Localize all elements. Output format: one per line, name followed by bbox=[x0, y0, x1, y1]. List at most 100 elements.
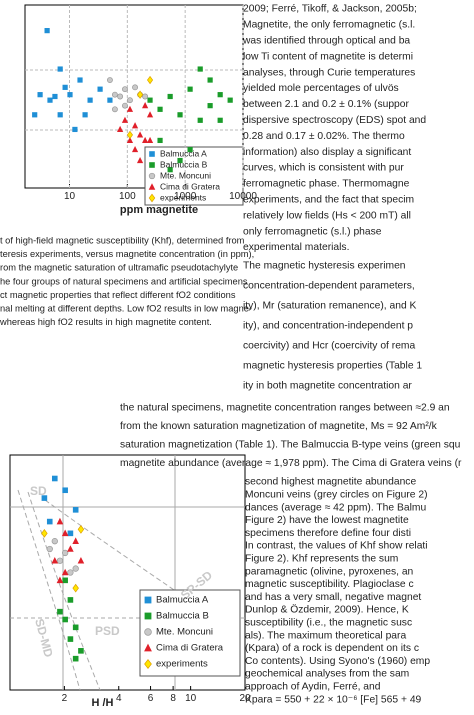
text-line: ity), and concentration-independent p bbox=[243, 321, 413, 332]
point bbox=[157, 106, 163, 112]
content: 2009; Ferré, Tikoff, & Jackson, 2005b; Ma… bbox=[0, 4, 462, 709]
point bbox=[56, 517, 64, 525]
text-line: saturation magnetization (Table 1). The … bbox=[120, 440, 461, 451]
point bbox=[72, 126, 78, 133]
legend-marker bbox=[144, 596, 152, 604]
point bbox=[57, 608, 63, 615]
point bbox=[51, 538, 58, 545]
text-line: only ferromagnetic (s.l.) phase bbox=[243, 226, 382, 237]
x-tick-label: 100 bbox=[119, 191, 136, 202]
point bbox=[177, 112, 183, 118]
point bbox=[77, 556, 85, 564]
point bbox=[37, 92, 43, 98]
point bbox=[136, 156, 144, 164]
text-line: whereas high fO2 results in high magneti… bbox=[0, 317, 212, 327]
text-line: Figure 2) have the lowest magnetite bbox=[245, 515, 409, 526]
text-line: dances (average ≈ 42 ppm). The Balmu bbox=[245, 502, 426, 513]
point bbox=[67, 569, 74, 576]
point bbox=[111, 91, 118, 98]
text-line: the natural specimens, magnetite concent… bbox=[120, 403, 450, 414]
point bbox=[142, 93, 149, 100]
text-line: The magnetic hysteresis experimen bbox=[243, 261, 406, 272]
text-line: nal melting at different depths. Low fO2… bbox=[0, 303, 252, 313]
point bbox=[62, 549, 69, 557]
point bbox=[41, 495, 48, 501]
region-label: PSD bbox=[95, 624, 120, 638]
point bbox=[107, 97, 113, 103]
point bbox=[67, 92, 73, 98]
point bbox=[72, 537, 79, 544]
point bbox=[62, 487, 68, 494]
point bbox=[117, 93, 124, 100]
text-line: Moncuni veins (grey circles on Figure 2) bbox=[245, 490, 428, 501]
text-line: susceptibility (i.e., the magnetic susc bbox=[245, 618, 412, 629]
point bbox=[67, 530, 74, 537]
text-line: als). The maximum theoretical para bbox=[245, 630, 406, 641]
x-tick-label: 6 bbox=[148, 693, 154, 704]
text-line: (Kpara) of a rock is dependent on its c bbox=[245, 643, 419, 654]
point bbox=[77, 525, 85, 534]
point bbox=[82, 112, 88, 118]
legend-marker bbox=[144, 628, 152, 636]
legend-marker bbox=[149, 151, 155, 157]
point bbox=[157, 137, 163, 144]
text-line: t of high-field magnetic susceptibility … bbox=[0, 235, 245, 245]
region-label: SD bbox=[30, 484, 47, 498]
text-line: ct magnetic properties that reflect diff… bbox=[0, 290, 236, 300]
mixing-curve bbox=[17, 489, 81, 691]
region-label: SD-MD bbox=[32, 617, 56, 659]
legend-marker bbox=[148, 193, 156, 203]
point bbox=[72, 507, 79, 513]
x-tick-label: 4 bbox=[116, 693, 122, 704]
text-line: teresis experiments, versus magnetite co… bbox=[0, 249, 254, 259]
point bbox=[121, 116, 129, 123]
text-line: Figure 2). Khf represents the sum bbox=[245, 554, 398, 565]
point bbox=[142, 102, 149, 109]
point bbox=[187, 86, 193, 92]
point bbox=[51, 475, 58, 482]
point bbox=[56, 557, 64, 564]
point bbox=[61, 568, 69, 576]
text-line: and has a very small, negative magnet bbox=[245, 592, 421, 603]
point bbox=[146, 111, 154, 118]
plot-frame bbox=[9, 454, 246, 691]
point bbox=[136, 131, 144, 138]
mixing-curve bbox=[44, 499, 226, 626]
text-line: relatively low fields (Hs < 200 mT) all bbox=[243, 210, 411, 221]
point bbox=[57, 112, 63, 118]
point bbox=[146, 136, 154, 144]
legend-label: Cima di Gratera bbox=[156, 643, 224, 654]
text-line: Kpara = 550 + 22 × 10⁻⁶ [Fe] 565 + 49 bbox=[245, 694, 422, 705]
text-line: Dunlop & Özdemir, 2009). Hence, K bbox=[245, 604, 409, 616]
text-line: 0.28 and 0.17 ± 0.02%. The thermo bbox=[243, 131, 405, 142]
point bbox=[117, 125, 124, 133]
point bbox=[187, 146, 193, 153]
point bbox=[167, 167, 173, 173]
point bbox=[207, 77, 213, 83]
point bbox=[227, 97, 233, 103]
point bbox=[62, 84, 68, 90]
legend-label: experiments bbox=[160, 192, 206, 202]
point bbox=[131, 122, 139, 129]
point bbox=[97, 86, 103, 92]
text-line: specimens therefore define four disti bbox=[245, 528, 411, 539]
mixing-curve bbox=[27, 491, 101, 691]
legend-marker bbox=[148, 183, 156, 190]
point bbox=[111, 106, 118, 113]
legend-label: Mte. Moncuni bbox=[160, 170, 211, 180]
legend-box bbox=[139, 589, 241, 677]
text-line: magnetite abundance (average ≈ 1,978 ppm… bbox=[120, 458, 462, 469]
legend-label: Balmuccia B bbox=[156, 611, 209, 622]
point bbox=[67, 545, 74, 552]
legend-box bbox=[144, 146, 244, 206]
point bbox=[122, 86, 128, 93]
point bbox=[67, 597, 74, 603]
text-line: paramagnetic (olivine, pyroxenes, an bbox=[245, 566, 414, 577]
point bbox=[32, 112, 38, 118]
text-line: second highest magnetite abundance bbox=[245, 477, 416, 488]
point bbox=[177, 157, 183, 164]
point bbox=[126, 130, 133, 140]
legend-label: Balmuccia A bbox=[160, 148, 207, 158]
